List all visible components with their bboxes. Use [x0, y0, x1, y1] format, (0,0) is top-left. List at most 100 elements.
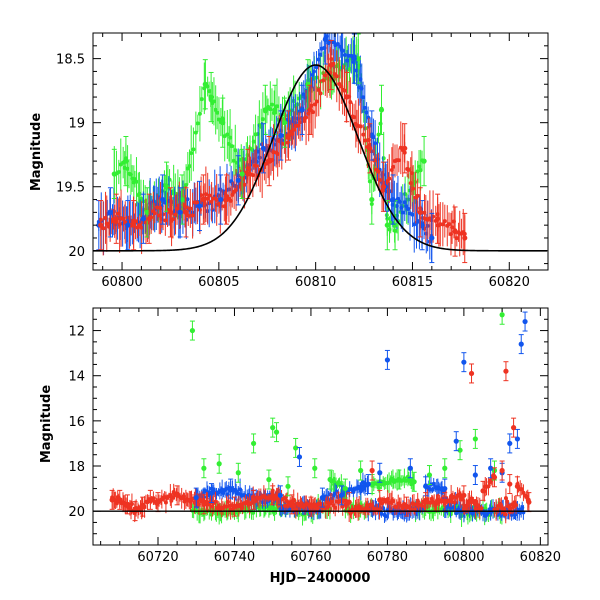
data-point — [338, 492, 345, 498]
data-point — [146, 216, 152, 222]
data-point — [488, 465, 494, 471]
data-point — [107, 209, 114, 215]
data-point — [378, 107, 385, 113]
observation-point — [395, 196, 400, 201]
data-point — [216, 461, 222, 467]
data-point — [442, 499, 448, 505]
observation-point — [225, 132, 230, 137]
observation-point — [199, 193, 204, 198]
data-point — [358, 467, 364, 474]
observation-point — [302, 118, 307, 123]
observation-point — [340, 504, 345, 509]
observation-point — [357, 504, 362, 509]
observation-point — [193, 130, 198, 135]
observation-point — [361, 95, 366, 100]
data-point — [208, 490, 215, 496]
data-point — [282, 120, 288, 126]
data-point — [346, 499, 352, 505]
observation-point — [452, 500, 457, 505]
data-point — [163, 184, 170, 190]
y-tick-label: 14 — [68, 370, 85, 385]
data-point — [155, 499, 161, 505]
data-point — [307, 107, 313, 113]
observation-point — [364, 110, 369, 115]
data-point — [514, 483, 521, 489]
data-point — [514, 436, 521, 442]
observation-point — [152, 211, 157, 216]
observation-point — [479, 506, 484, 511]
observation-point — [411, 186, 416, 191]
data-point — [125, 222, 131, 228]
observation-point — [207, 89, 212, 94]
observation-point — [135, 225, 140, 230]
observation-point — [399, 205, 404, 210]
data-point — [411, 479, 417, 485]
data-point — [189, 327, 196, 334]
data-point — [218, 196, 224, 203]
data-point — [402, 145, 408, 151]
data-point — [491, 474, 498, 480]
observation-point — [170, 217, 175, 222]
data-point — [220, 120, 226, 126]
observation-point — [233, 148, 238, 153]
observation-point — [333, 505, 338, 510]
observation-point — [203, 192, 208, 197]
x-tick-label: 60805 — [198, 275, 239, 290]
data-point — [417, 209, 423, 215]
observation-point — [251, 139, 256, 144]
observation-point — [129, 502, 134, 507]
data-point — [179, 196, 185, 203]
observation-point — [134, 179, 139, 184]
x-tick-label: 60740 — [214, 550, 255, 565]
data-point — [507, 481, 513, 487]
observation-point — [189, 151, 194, 156]
data-point — [262, 107, 268, 113]
observation-point — [155, 205, 160, 210]
data-point — [327, 476, 333, 483]
y-tick-label: 19 — [68, 117, 85, 132]
observation-point — [326, 504, 331, 509]
observation-point — [329, 499, 334, 504]
x-tick-label: 60815 — [392, 275, 433, 290]
observation-point — [412, 507, 417, 512]
observation-point — [503, 512, 508, 517]
data-point — [499, 467, 505, 474]
observation-point — [187, 164, 192, 169]
data-point — [390, 196, 396, 203]
observation-point — [473, 506, 478, 511]
observation-point — [277, 139, 282, 144]
observation-point — [299, 501, 304, 506]
y-tick-label: 20 — [68, 245, 85, 260]
observation-point — [234, 187, 239, 192]
data-point — [480, 488, 486, 494]
observation-point — [362, 105, 367, 110]
observation-point — [451, 505, 456, 510]
data-point — [423, 483, 429, 489]
observation-point — [293, 507, 298, 512]
data-point — [322, 36, 328, 43]
data-point — [423, 499, 429, 505]
observation-point — [292, 127, 297, 132]
data-point — [174, 492, 180, 498]
x-tick-label: 60720 — [137, 550, 178, 565]
x-tick-label: 60760 — [290, 550, 331, 565]
observation-point — [205, 196, 210, 201]
data-point — [384, 222, 390, 228]
observation-point — [238, 487, 243, 492]
observation-point — [431, 481, 436, 486]
data-point — [228, 485, 234, 492]
data-point — [421, 158, 427, 164]
observation-point — [257, 155, 262, 160]
data-point — [369, 467, 375, 474]
observation-point — [450, 494, 455, 499]
observation-point — [454, 236, 459, 241]
data-point — [285, 483, 291, 489]
plot-area — [93, 308, 548, 527]
observation-point — [215, 110, 220, 115]
observation-point — [230, 192, 235, 197]
data-point — [131, 222, 137, 228]
data-point — [231, 504, 238, 510]
data-point — [289, 501, 295, 507]
data-point — [260, 145, 266, 151]
observation-point — [250, 173, 255, 178]
